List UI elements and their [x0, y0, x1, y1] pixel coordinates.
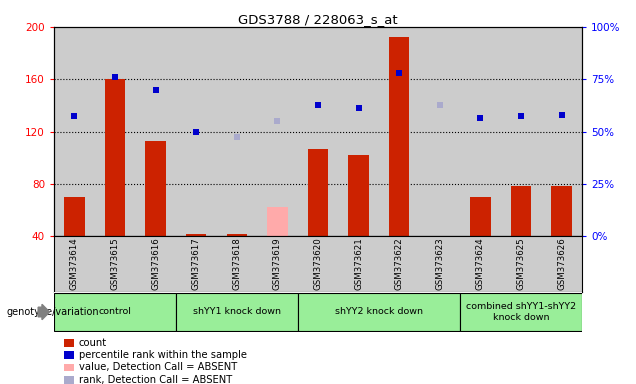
Bar: [349, 155, 369, 236]
FancyBboxPatch shape: [460, 293, 582, 331]
Bar: [267, 207, 287, 236]
Bar: [308, 149, 328, 236]
Title: GDS3788 / 228063_s_at: GDS3788 / 228063_s_at: [238, 13, 398, 26]
Bar: [105, 79, 125, 236]
Bar: [551, 187, 572, 236]
Text: value, Detection Call = ABSENT: value, Detection Call = ABSENT: [79, 362, 237, 372]
Text: GSM373616: GSM373616: [151, 237, 160, 290]
Text: combined shYY1-shYY2
knock down: combined shYY1-shYY2 knock down: [466, 302, 576, 322]
Text: GSM373619: GSM373619: [273, 237, 282, 290]
Text: percentile rank within the sample: percentile rank within the sample: [79, 350, 247, 360]
FancyBboxPatch shape: [54, 293, 176, 331]
Text: GSM373621: GSM373621: [354, 237, 363, 290]
Bar: [389, 37, 410, 236]
Text: GSM373626: GSM373626: [557, 237, 566, 290]
Text: GSM373622: GSM373622: [395, 237, 404, 290]
Text: rank, Detection Call = ABSENT: rank, Detection Call = ABSENT: [79, 375, 232, 384]
Text: GSM373624: GSM373624: [476, 237, 485, 290]
Text: GSM373614: GSM373614: [70, 237, 79, 290]
FancyBboxPatch shape: [298, 293, 460, 331]
Text: shYY2 knock down: shYY2 knock down: [335, 308, 423, 316]
Bar: [470, 197, 490, 236]
Text: control: control: [99, 308, 132, 316]
Bar: [226, 233, 247, 236]
Text: GSM373617: GSM373617: [191, 237, 201, 290]
Bar: [146, 141, 166, 236]
Bar: [186, 233, 206, 236]
Text: GSM373620: GSM373620: [314, 237, 322, 290]
Bar: [64, 197, 85, 236]
Text: GSM373623: GSM373623: [435, 237, 445, 290]
FancyBboxPatch shape: [176, 293, 298, 331]
Text: GSM373625: GSM373625: [516, 237, 525, 290]
Text: GSM373615: GSM373615: [111, 237, 120, 290]
Text: GSM373618: GSM373618: [232, 237, 241, 290]
Text: shYY1 knock down: shYY1 knock down: [193, 308, 280, 316]
Text: count: count: [79, 338, 107, 348]
Text: genotype/variation: genotype/variation: [6, 307, 99, 317]
Bar: [511, 187, 531, 236]
